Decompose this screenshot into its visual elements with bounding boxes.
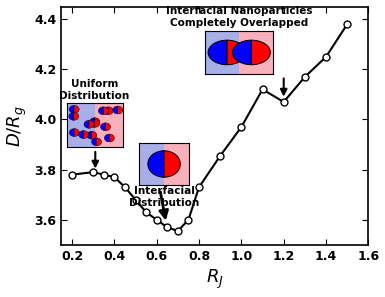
Text: Interfacial
Distribution: Interfacial Distribution	[129, 187, 199, 208]
X-axis label: $R_J$: $R_J$	[206, 268, 224, 291]
Text: Interfacial Nanoparticles
Completely Overlapped: Interfacial Nanoparticles Completely Ove…	[166, 7, 313, 28]
Y-axis label: $D/R_g$: $D/R_g$	[5, 105, 29, 147]
Text: Uniform
Distribution: Uniform Distribution	[59, 79, 129, 101]
